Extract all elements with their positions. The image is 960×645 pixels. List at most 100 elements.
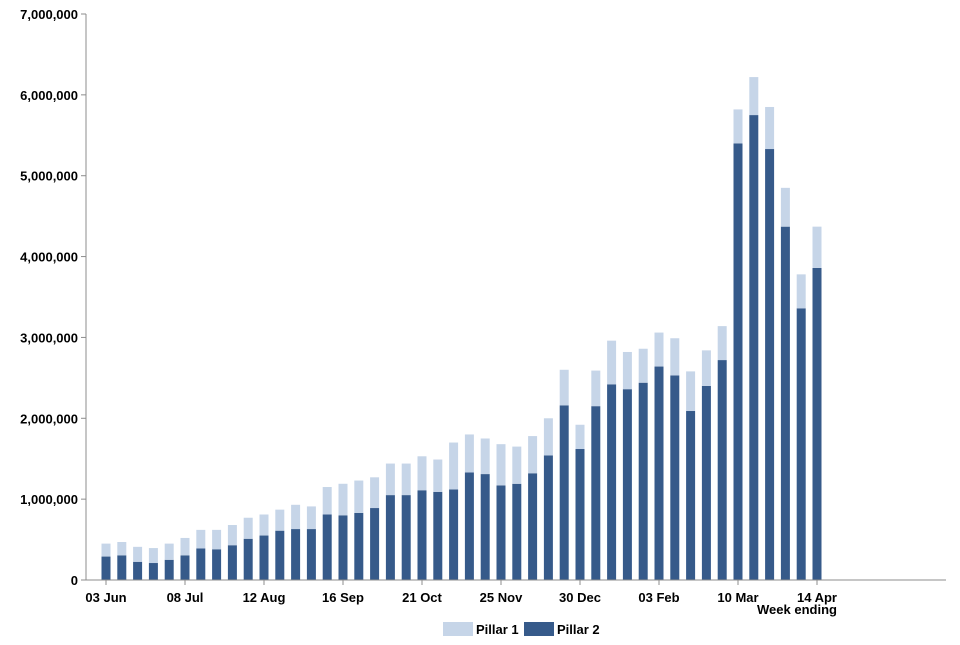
bar-pillar-1 xyxy=(243,517,253,539)
bar-pillar-1 xyxy=(528,436,538,474)
y-tick-label: 5,000,000 xyxy=(20,169,78,184)
bar-pillar-2 xyxy=(322,514,332,580)
bar-pillar-2 xyxy=(433,491,443,580)
bar-pillar-1 xyxy=(275,509,285,531)
bar-pillar-2 xyxy=(417,490,427,580)
bar-pillar-1 xyxy=(196,529,206,549)
bar-pillar-1 xyxy=(812,226,822,268)
bar-pillar-2 xyxy=(528,473,538,580)
y-tick-label: 2,000,000 xyxy=(20,411,78,426)
x-tick-label: 03 Feb xyxy=(638,590,679,605)
bar-pillar-2 xyxy=(496,485,506,580)
bar-pillar-1 xyxy=(559,369,569,406)
bar-pillar-2 xyxy=(512,483,522,580)
y-axis-ticks: 0 1,000,000 2,000,000 3,000,000 4,000,000 5,0… xyxy=(20,7,86,588)
bar-pillar-1 xyxy=(622,351,632,390)
bar-pillar-1 xyxy=(733,109,743,144)
bar-pillar-1 xyxy=(148,548,158,564)
bar-pillar-2 xyxy=(780,226,790,580)
x-tick-label: 12 Aug xyxy=(243,590,286,605)
bar-pillar-2 xyxy=(575,449,585,580)
bar-pillar-2 xyxy=(196,548,206,580)
x-axis-title: Week ending xyxy=(757,602,837,617)
y-tick-label: 7,000,000 xyxy=(20,7,78,22)
bar-pillar-2 xyxy=(306,529,316,580)
bar-pillar-1 xyxy=(464,434,474,473)
bar-pillar-1 xyxy=(449,442,459,490)
bar-pillar-1 xyxy=(180,537,190,556)
legend: Pillar 1 Pillar 2 xyxy=(443,622,600,637)
bar-pillar-2 xyxy=(765,149,775,580)
bar-pillar-1 xyxy=(354,480,364,513)
bar-pillar-1 xyxy=(227,525,237,546)
bar-pillar-1 xyxy=(385,463,395,496)
bar-pillar-1 xyxy=(591,370,601,407)
x-tick-label: 14 Apr xyxy=(797,590,837,605)
bar-pillar-2 xyxy=(733,143,743,580)
y-tick-label: 0 xyxy=(71,573,78,588)
bar-pillar-1 xyxy=(480,438,490,475)
x-tick-label: 21 Oct xyxy=(402,590,442,605)
bar-pillar-2 xyxy=(654,366,664,580)
x-tick-label: 16 Sep xyxy=(322,590,364,605)
legend-swatch-pillar-2 xyxy=(524,622,554,636)
bar-pillar-2 xyxy=(133,561,143,580)
bar-pillar-1 xyxy=(780,187,790,227)
y-tick-label: 6,000,000 xyxy=(20,88,78,103)
legend-swatch-pillar-1 xyxy=(443,622,473,636)
y-tick-label: 3,000,000 xyxy=(20,330,78,345)
bar-pillar-1 xyxy=(370,477,380,509)
bar-pillar-1 xyxy=(433,459,443,492)
bar-pillar-2 xyxy=(370,508,380,580)
bar-pillar-1 xyxy=(670,338,680,376)
legend-label-pillar-1: Pillar 1 xyxy=(476,622,519,637)
bar-pillar-2 xyxy=(622,389,632,580)
bar-pillar-2 xyxy=(591,406,601,580)
bar-pillar-2 xyxy=(749,115,759,581)
bars-group xyxy=(101,77,822,581)
bar-pillar-2 xyxy=(701,385,711,580)
bar-pillar-1 xyxy=(496,444,506,486)
bar-pillar-1 xyxy=(401,463,411,496)
bar-pillar-2 xyxy=(164,559,174,580)
bar-pillar-2 xyxy=(275,530,285,580)
bar-pillar-2 xyxy=(607,384,617,580)
bar-pillar-2 xyxy=(464,472,474,580)
x-tick-label: 10 Mar xyxy=(717,590,758,605)
bar-pillar-1 xyxy=(701,350,711,386)
bar-pillar-1 xyxy=(686,371,696,412)
bar-pillar-1 xyxy=(796,274,806,309)
bar-pillar-2 xyxy=(686,411,696,580)
bar-pillar-2 xyxy=(101,556,111,580)
bar-pillar-2 xyxy=(338,515,348,580)
bar-pillar-2 xyxy=(385,495,395,580)
bar-pillar-1 xyxy=(765,106,775,150)
bar-pillar-2 xyxy=(796,308,806,580)
bar-pillar-2 xyxy=(212,549,222,580)
bar-pillar-2 xyxy=(543,455,553,580)
bar-pillar-1 xyxy=(306,506,316,530)
bar-pillar-1 xyxy=(212,529,222,550)
bar-pillar-1 xyxy=(291,504,301,530)
x-tick-label: 30 Dec xyxy=(559,590,601,605)
bar-pillar-1 xyxy=(117,541,127,556)
legend-label-pillar-2: Pillar 2 xyxy=(557,622,600,637)
bar-pillar-2 xyxy=(480,474,490,580)
bar-pillar-2 xyxy=(227,545,237,580)
bar-pillar-1 xyxy=(338,483,348,516)
bar-pillar-2 xyxy=(243,538,253,580)
bar-pillar-1 xyxy=(654,332,664,367)
y-tick-label: 1,000,000 xyxy=(20,492,78,507)
x-tick-label: 08 Jul xyxy=(167,590,204,605)
bar-pillar-1 xyxy=(717,326,727,361)
bar-pillar-1 xyxy=(607,340,617,385)
bar-pillar-2 xyxy=(401,495,411,580)
bar-pillar-2 xyxy=(812,267,822,580)
bar-pillar-1 xyxy=(101,543,111,557)
bar-pillar-1 xyxy=(133,546,143,562)
bar-pillar-2 xyxy=(559,405,569,580)
bar-pillar-1 xyxy=(512,446,522,484)
bar-pillar-2 xyxy=(670,375,680,580)
